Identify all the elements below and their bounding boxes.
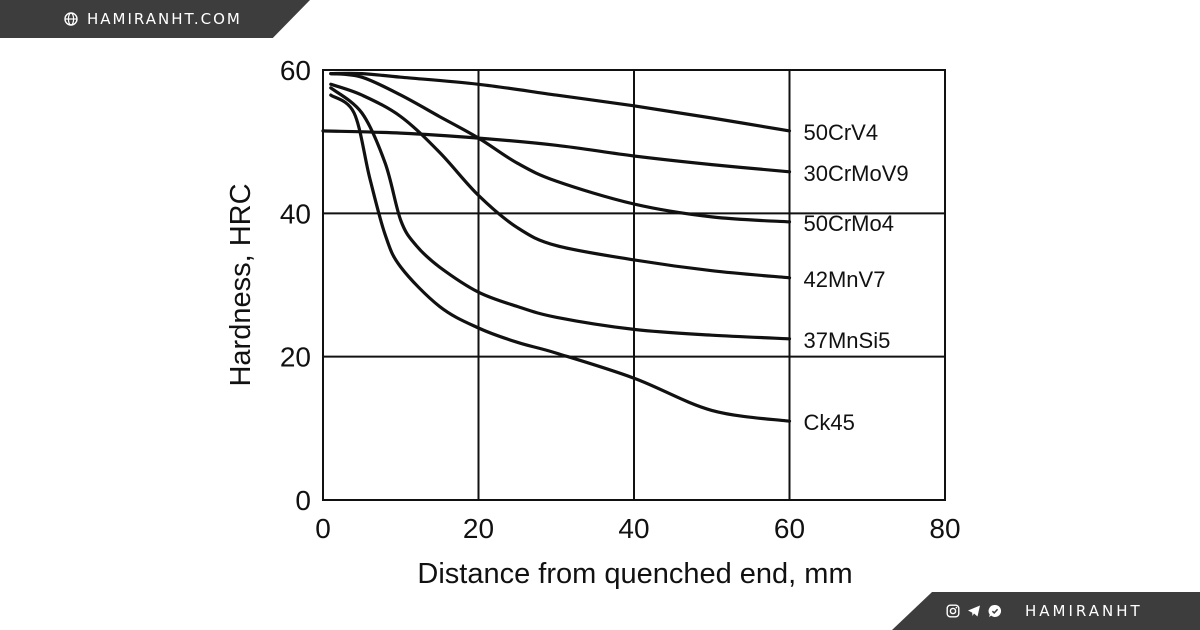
series-line-50crv4 — [329, 71, 792, 133]
series-label: 37MnSi5 — [804, 328, 891, 353]
series-line-ck45 — [329, 93, 792, 423]
y-tick-label: 0 — [295, 485, 311, 516]
globe-icon — [64, 12, 78, 26]
x-tick-label: 60 — [774, 513, 805, 544]
header-banner: HAMIRANHT.COM — [0, 0, 310, 38]
whatsapp-icon[interactable] — [988, 604, 1002, 618]
series-line-42mnv7 — [329, 82, 792, 280]
y-tick-label: 20 — [280, 342, 311, 373]
y-tick-label: 40 — [280, 198, 311, 229]
x-tick-label: 80 — [929, 513, 960, 544]
series-line-30crmov9 — [321, 129, 792, 174]
x-tick-label: 20 — [463, 513, 494, 544]
instagram-icon[interactable] — [946, 604, 960, 618]
series-label: 50CrMo4 — [804, 211, 894, 236]
x-axis-label: Distance from quenched end, mm — [417, 558, 852, 590]
site-url[interactable]: HAMIRANHT.COM — [87, 10, 242, 28]
x-tick-label: 0 — [315, 513, 331, 544]
series-line-37mnsi5 — [329, 86, 792, 341]
series-label: Ck45 — [804, 410, 855, 435]
y-axis-label: Hardness, HRC — [225, 183, 257, 386]
footer-brand: HAMIRANHT — [1025, 602, 1143, 620]
y-tick-label: 60 — [280, 55, 311, 86]
x-tick-label: 40 — [618, 513, 649, 544]
series-label: 50CrV4 — [804, 120, 879, 145]
series-label: 42MnV7 — [804, 267, 886, 292]
footer-banner: HAMIRANHT — [892, 592, 1200, 630]
series-label: 30CrMoV9 — [804, 161, 909, 186]
series-line-50crmo4 — [329, 72, 792, 224]
telegram-icon[interactable] — [967, 604, 981, 618]
